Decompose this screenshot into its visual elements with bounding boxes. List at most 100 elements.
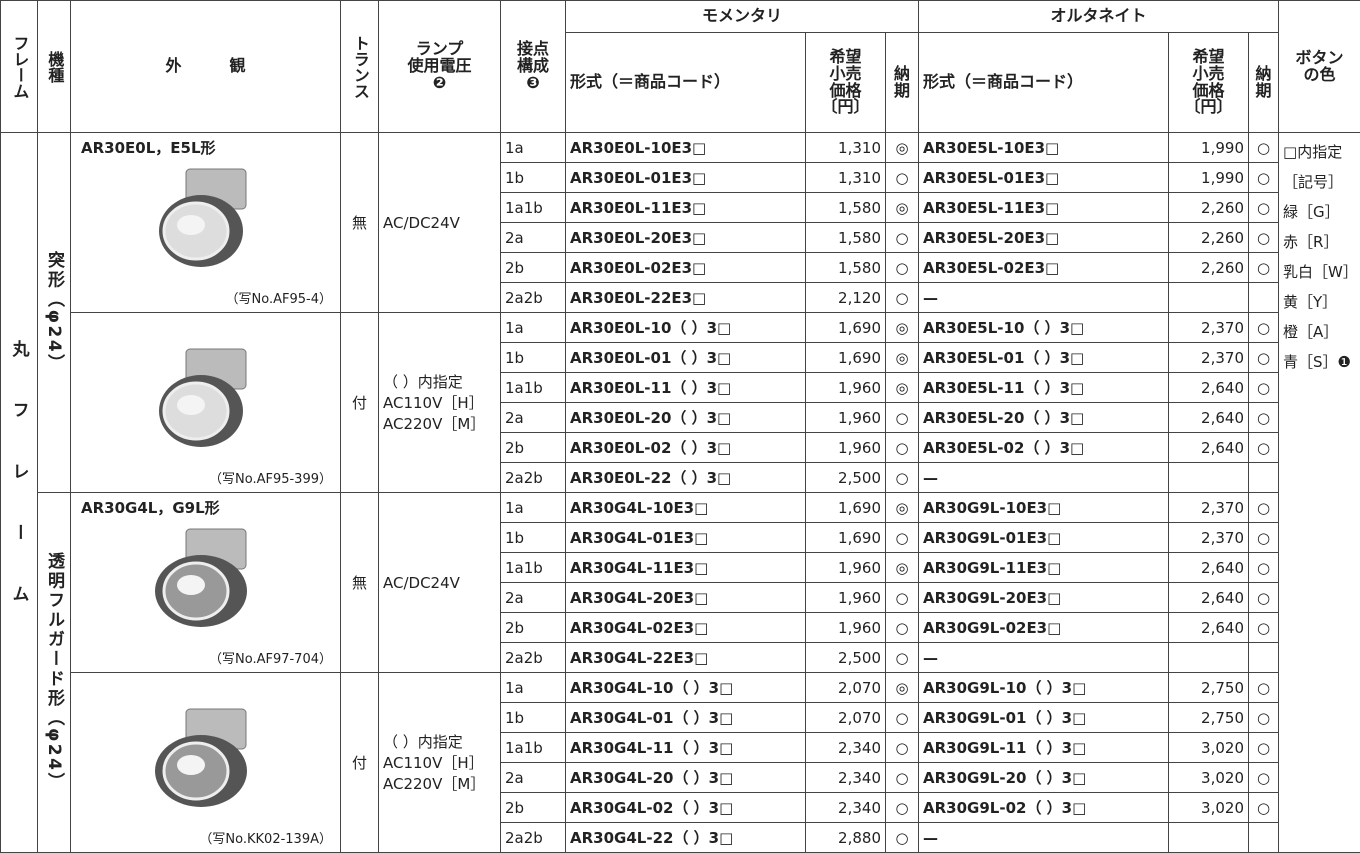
- frame-cell: 丸フレーム: [1, 133, 38, 853]
- transformer-cell: 付: [341, 313, 379, 493]
- transformer-cell: 無: [341, 493, 379, 673]
- delivery-cell: ○: [886, 253, 919, 283]
- photo-shape: [177, 395, 205, 415]
- price-cell: 2,370: [1169, 343, 1249, 373]
- code-cell: AR30G4L-22（ ）3□: [566, 823, 806, 853]
- code-cell: AR30G4L-02E3□: [566, 613, 806, 643]
- price-cell: 2,640: [1169, 553, 1249, 583]
- text-line: □内指定: [1283, 137, 1356, 167]
- code-cell: AR30G4L-22E3□: [566, 643, 806, 673]
- contact-cell: 2b: [501, 613, 566, 643]
- delivery-cell: ○: [1249, 583, 1279, 613]
- code-cell: AR30G9L-01E3□: [919, 523, 1169, 553]
- delivery-cell: ◎: [886, 313, 919, 343]
- delivery-cell: ◎: [886, 493, 919, 523]
- price-cell: 1,580: [806, 193, 886, 223]
- delivery-cell: ○: [886, 613, 919, 643]
- price-header: 希望小売価格〔円〕: [806, 33, 886, 133]
- delivery-cell: ◎: [886, 373, 919, 403]
- text-line: 青［S］❶: [1283, 347, 1356, 377]
- price-cell: [1169, 463, 1249, 493]
- contact-cell: 2a: [501, 583, 566, 613]
- price-cell: 1,310: [806, 133, 886, 163]
- appearance-cell: （写No.KK02-139A）: [71, 673, 341, 853]
- transformer-cell: 無: [341, 133, 379, 313]
- code-cell: —: [919, 643, 1169, 673]
- appearance-cell: AR30E0L，E5L形 （写No.AF95-4）: [71, 133, 341, 313]
- delivery-cell: ○: [886, 793, 919, 823]
- text-line: の色: [1283, 67, 1356, 84]
- delivery-cell: ○: [1249, 523, 1279, 553]
- voltage-cell: AC/DC24V: [379, 133, 501, 313]
- contact-cell: 1b: [501, 343, 566, 373]
- code-cell: AR30G9L-10E3□: [919, 493, 1169, 523]
- price-cell: 2,640: [1169, 373, 1249, 403]
- delivery-cell: [1249, 823, 1279, 853]
- code-cell: AR30E5L-02（ ）3□: [919, 433, 1169, 463]
- code-cell: AR30G4L-11E3□: [566, 553, 806, 583]
- code-cell: AR30G4L-11（ ）3□: [566, 733, 806, 763]
- contact-cell: 2a2b: [501, 643, 566, 673]
- delivery-cell: ○: [1249, 613, 1279, 643]
- price-cell: 2,120: [806, 283, 886, 313]
- code-header: 形式（＝商品コード）: [566, 33, 806, 133]
- frame-header-text: フレーム: [11, 35, 28, 99]
- delivery-cell: ◎: [886, 343, 919, 373]
- delivery-cell: [1249, 643, 1279, 673]
- code-cell: AR30E0L-22（ ）3□: [566, 463, 806, 493]
- delivery-cell: ○: [1249, 793, 1279, 823]
- code-cell: AR30E0L-02E3□: [566, 253, 806, 283]
- delivery-cell: ○: [1249, 343, 1279, 373]
- price-cell: 1,990: [1169, 163, 1249, 193]
- price-cell: 3,020: [1169, 763, 1249, 793]
- price-cell: 2,640: [1169, 613, 1249, 643]
- appearance-box: AR30E0L，E5L形 （写No.AF95-4）: [71, 133, 340, 311]
- delivery-cell: ○: [886, 643, 919, 673]
- text-line: 緑［G］: [1283, 197, 1356, 227]
- text-line: AC110V［H］: [383, 392, 496, 413]
- photo-shape: [177, 215, 205, 235]
- price-cell: 1,960: [806, 433, 886, 463]
- contact-cell: 2a2b: [501, 463, 566, 493]
- text-line: 小売: [1173, 66, 1244, 83]
- photo-caption: （写No.AF97-704）: [209, 648, 332, 667]
- code-cell: AR30G4L-01E3□: [566, 523, 806, 553]
- price-cell: 2,640: [1169, 583, 1249, 613]
- code-cell: AR30G4L-20（ ）3□: [566, 763, 806, 793]
- price-cell: 2,260: [1169, 253, 1249, 283]
- code-cell: AR30G9L-11E3□: [919, 553, 1169, 583]
- delivery-cell: ○: [1249, 493, 1279, 523]
- text-line: 小売: [810, 66, 881, 83]
- delivery-cell: [1249, 463, 1279, 493]
- price-cell: 1,990: [1169, 133, 1249, 163]
- delivery-cell: ○: [886, 703, 919, 733]
- price-cell: 2,500: [806, 463, 886, 493]
- contact-cell: 1a1b: [501, 193, 566, 223]
- code-cell: AR30E0L-20E3□: [566, 223, 806, 253]
- product-photo: [141, 521, 281, 641]
- text-line: 黄［Y］: [1283, 287, 1356, 317]
- code-cell: AR30E0L-10（ ）3□: [566, 313, 806, 343]
- contact-cell: 1a1b: [501, 733, 566, 763]
- transformer-header-text: トランス: [351, 35, 368, 99]
- price-cell: 2,070: [806, 673, 886, 703]
- code-cell: AR30E0L-20（ ）3□: [566, 403, 806, 433]
- delivery-cell: ○: [886, 823, 919, 853]
- contact-cell: 1a1b: [501, 553, 566, 583]
- delivery-cell: ◎: [886, 133, 919, 163]
- delivery-cell: ○: [1249, 313, 1279, 343]
- appearance-box: （写No.KK02-139A）: [71, 673, 340, 851]
- price-cell: 1,960: [806, 553, 886, 583]
- text-line: AC110V［H］: [383, 752, 496, 773]
- product-photo: [141, 701, 281, 821]
- delivery-cell: ◎: [886, 553, 919, 583]
- text-line: 〔円〕: [1173, 99, 1244, 116]
- text-line: ［記号］: [1283, 167, 1356, 197]
